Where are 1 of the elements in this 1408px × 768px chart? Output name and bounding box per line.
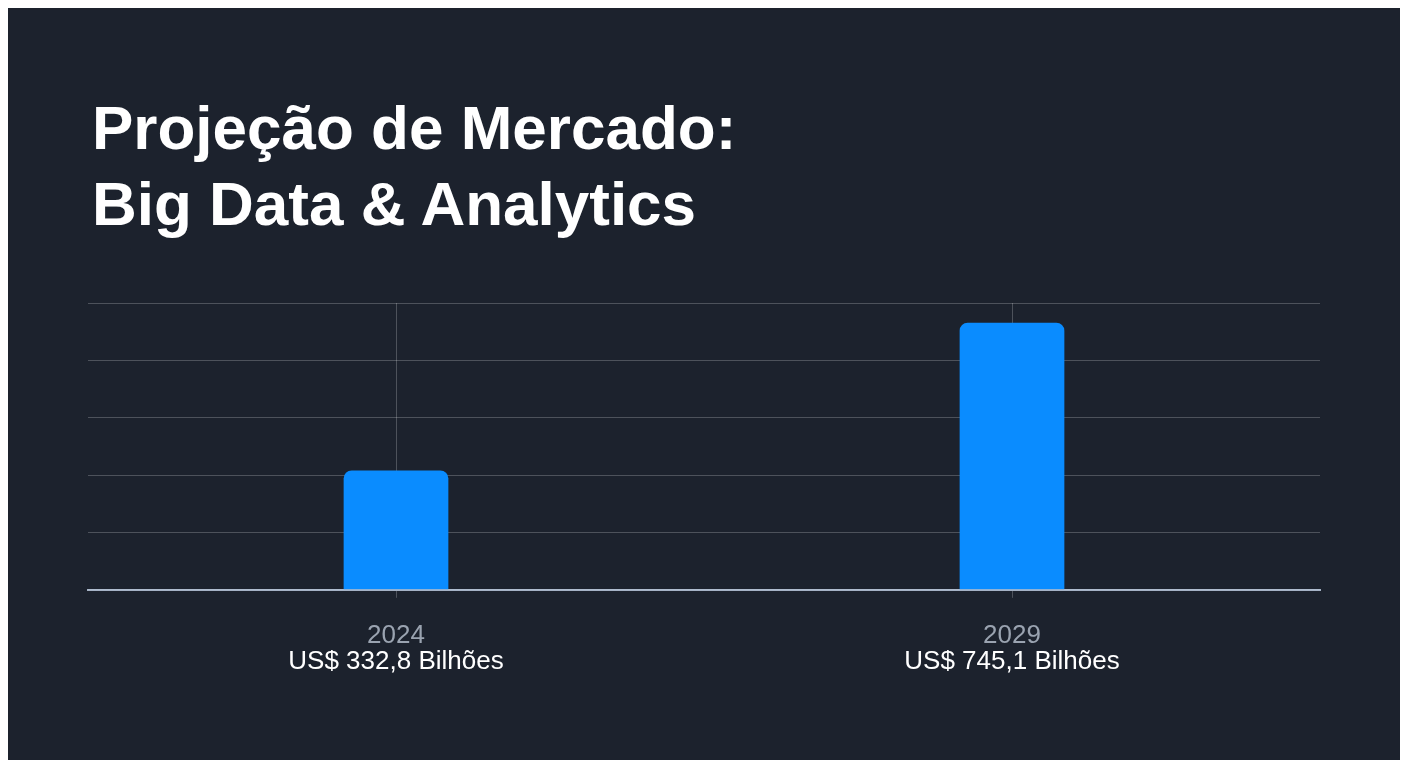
chart-title: Projeção de Mercado: Big Data & Analytics — [92, 92, 737, 240]
